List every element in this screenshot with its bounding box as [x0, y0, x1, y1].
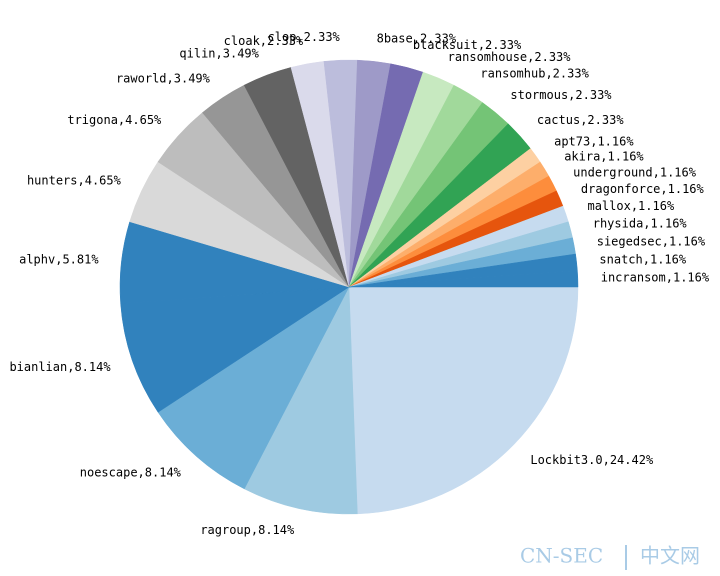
slice-label: noescape,8.14%: [80, 465, 182, 479]
slice-label: 8base,2.33%: [377, 31, 457, 45]
slice-label: trigona,4.65%: [67, 113, 162, 127]
pie-slice: [348, 270, 579, 288]
slice-label: mallox,1.16%: [587, 199, 674, 213]
slice-label: cactus,2.33%: [537, 113, 624, 127]
slice-label: underground,1.16%: [573, 166, 697, 180]
labels: Lockbit3.0,24.42% ragroup,8.14% noescape,8…: [9, 30, 709, 537]
slice-label: Lockbit3.0,24.42%: [530, 453, 654, 467]
slice-label: hunters,4.65%: [27, 174, 122, 188]
slice-label: apt73,1.16%: [554, 135, 634, 149]
slice-label: dragonforce,1.16%: [581, 182, 705, 196]
slice-label: alphv,5.81%: [19, 252, 99, 266]
slice-label: ransomhouse,2.33%: [448, 50, 572, 64]
pie-slice: [157, 286, 350, 490]
slice-label: blacksuit,2.33%: [413, 38, 522, 52]
slice-label: rhysida,1.16%: [593, 216, 688, 230]
watermark: CN-SEC: [520, 544, 603, 568]
slice-label: clop,2.33%: [268, 30, 341, 44]
pie-slice: [120, 286, 350, 413]
slice-label: cloak,2.33%: [224, 34, 304, 48]
pie-slice: [243, 286, 358, 515]
pie-slice: [348, 286, 579, 515]
slice-label: akira,1.16%: [564, 150, 644, 164]
slice-label: snatch,1.16%: [599, 252, 686, 266]
slice-label: ragroup,8.14%: [200, 523, 295, 537]
pie: [119, 59, 579, 515]
slice-label: qilin,3.49%: [179, 46, 259, 60]
slice-label: siegedsec,1.16%: [597, 234, 706, 248]
slice-label: stormous,2.33%: [510, 88, 612, 102]
watermark: 中文网: [640, 544, 700, 568]
slice-label: incransom,1.16%: [601, 270, 710, 284]
slice-label: ransomhub,2.33%: [480, 66, 589, 80]
slice-label: raworld,3.49%: [116, 71, 211, 85]
slice-label: bianlian,8.14%: [9, 360, 111, 374]
